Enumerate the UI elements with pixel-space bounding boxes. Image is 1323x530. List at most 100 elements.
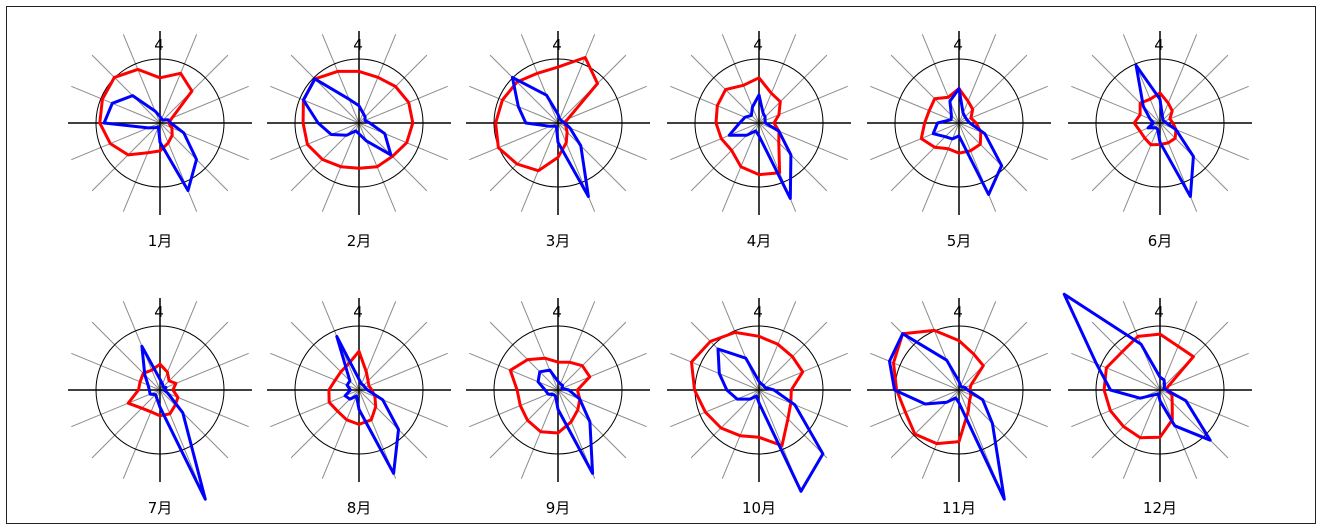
radial-gridline bbox=[270, 85, 360, 124]
radial-gridline bbox=[557, 389, 627, 459]
radial-gridline bbox=[71, 85, 161, 124]
radial-gridline bbox=[758, 34, 797, 124]
direction-label: 4 bbox=[552, 36, 562, 54]
series-red-polygon bbox=[327, 349, 378, 426]
month-label: 3月 bbox=[546, 232, 571, 250]
radial-gridline bbox=[921, 34, 960, 124]
series-red-polygon bbox=[892, 328, 985, 446]
radial-gridline bbox=[91, 389, 161, 459]
radial-gridline bbox=[159, 321, 229, 391]
series-blue-polygon bbox=[140, 344, 207, 501]
radial-gridline bbox=[159, 389, 198, 479]
radial-gridline bbox=[91, 122, 161, 192]
radial-gridline bbox=[489, 122, 559, 192]
direction-label: 4 bbox=[353, 36, 363, 54]
direction-label: 4 bbox=[552, 303, 562, 321]
radial-gridline bbox=[958, 389, 997, 479]
radial-gridline bbox=[958, 85, 1048, 124]
radial-gridline bbox=[557, 321, 627, 391]
radial-gridline bbox=[358, 352, 448, 391]
radial-gridline bbox=[1091, 389, 1161, 459]
series-blue-polygon bbox=[102, 94, 198, 192]
radial-gridline bbox=[91, 321, 161, 391]
radial-gridline bbox=[91, 54, 161, 124]
radial-gridline bbox=[159, 301, 198, 391]
radial-gridline bbox=[670, 122, 760, 161]
month-label: 5月 bbox=[947, 232, 972, 250]
series-red-polygon bbox=[98, 67, 194, 157]
series-blue-polygon bbox=[1062, 292, 1212, 442]
radial-gridline bbox=[469, 85, 559, 124]
month-label: 6月 bbox=[1148, 232, 1173, 250]
radial-gridline bbox=[1122, 122, 1161, 212]
radial-gridline bbox=[1071, 85, 1161, 124]
wind-rose-12: 4 12月 bbox=[1062, 292, 1252, 517]
radial-gridline bbox=[1159, 389, 1198, 479]
direction-label: 4 bbox=[154, 303, 164, 321]
series-blue-polygon bbox=[301, 77, 393, 157]
month-label: 12月 bbox=[1143, 499, 1177, 517]
radial-gridline bbox=[870, 352, 960, 391]
wind-rose-8: 4 8月 bbox=[267, 298, 451, 517]
series-blue-polygon bbox=[335, 334, 400, 475]
radial-gridline bbox=[921, 301, 960, 391]
radial-gridline bbox=[758, 85, 848, 124]
radial-gridline bbox=[557, 352, 647, 391]
radial-gridline bbox=[159, 122, 198, 212]
series-blue-polygon bbox=[888, 332, 1006, 501]
series-blue-polygon bbox=[510, 75, 590, 198]
direction-label: 4 bbox=[953, 303, 963, 321]
direction-label: 4 bbox=[1154, 36, 1164, 54]
chart-frame bbox=[6, 6, 1316, 524]
radial-gridline bbox=[670, 389, 760, 428]
radial-gridline bbox=[469, 122, 559, 161]
radial-gridline bbox=[758, 389, 828, 459]
wind-rose-7: 4 7月 bbox=[68, 298, 252, 517]
radial-gridline bbox=[159, 389, 229, 459]
radial-gridline bbox=[321, 34, 360, 124]
radial-gridline bbox=[958, 389, 1048, 428]
radial-gridline bbox=[958, 122, 997, 212]
series-red-polygon bbox=[508, 356, 592, 435]
radial-gridline bbox=[122, 34, 161, 124]
radial-gridline bbox=[520, 34, 559, 124]
radial-gridline bbox=[557, 301, 596, 391]
wind-rose-9: 4 9月 bbox=[466, 298, 650, 517]
series-blue-polygon bbox=[536, 368, 595, 475]
radial-gridline bbox=[1071, 122, 1161, 161]
radial-gridline bbox=[122, 389, 161, 479]
radial-gridline bbox=[958, 122, 1048, 161]
radial-gridline bbox=[670, 352, 760, 391]
radial-gridline bbox=[270, 122, 360, 161]
series-blue-polygon bbox=[931, 87, 1004, 196]
radial-gridline bbox=[958, 301, 997, 391]
radial-gridline bbox=[557, 34, 596, 124]
radial-gridline bbox=[690, 321, 760, 391]
radial-gridline bbox=[870, 122, 960, 161]
radial-gridline bbox=[520, 122, 559, 212]
series-blue-polygon bbox=[727, 93, 793, 200]
direction-label: 4 bbox=[953, 36, 963, 54]
radial-gridline bbox=[758, 389, 848, 428]
direction-label: 4 bbox=[1154, 303, 1164, 321]
radial-gridline bbox=[270, 352, 360, 391]
direction-label: 4 bbox=[753, 36, 763, 54]
radial-gridline bbox=[358, 301, 397, 391]
radial-gridline bbox=[1122, 389, 1161, 479]
radial-gridline bbox=[489, 321, 559, 391]
radial-gridline bbox=[557, 122, 627, 192]
series-blue-polygon bbox=[1134, 63, 1195, 198]
radial-gridline bbox=[758, 54, 828, 124]
radial-gridline bbox=[1122, 34, 1161, 124]
series-red-polygon bbox=[690, 330, 805, 448]
radial-gridline bbox=[159, 122, 249, 161]
radial-gridline bbox=[690, 389, 760, 459]
radial-gridline bbox=[358, 85, 448, 124]
radial-gridline bbox=[1159, 352, 1249, 391]
radial-gridline bbox=[890, 54, 960, 124]
series-blue-polygon bbox=[716, 347, 825, 493]
radial-gridline bbox=[958, 34, 997, 124]
radial-gridline bbox=[358, 321, 428, 391]
radial-gridline bbox=[557, 85, 647, 124]
radial-gridline bbox=[159, 54, 229, 124]
